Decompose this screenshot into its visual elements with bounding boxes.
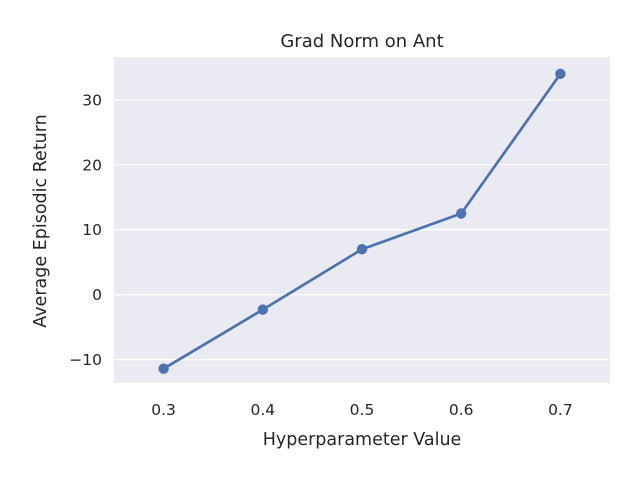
data-point [356, 244, 368, 255]
x-tick-label: 0.7 [548, 401, 573, 419]
y-tick-label: 30 [82, 91, 102, 109]
data-point [456, 208, 467, 219]
chart-title: Grad Norm on Ant [280, 31, 443, 52]
series-layer [158, 68, 566, 374]
y-axis-label: Average Episodic Return [31, 114, 51, 328]
data-point [555, 68, 566, 80]
x-tick-label: 0.4 [250, 401, 275, 419]
y-tick-label: 10 [82, 221, 102, 239]
x-tick-label: 0.5 [350, 401, 375, 419]
data-point [257, 304, 268, 315]
grid-lines [114, 99, 610, 361]
x-tick-label: 0.3 [151, 401, 176, 419]
x-tick-label: 0.6 [449, 401, 474, 419]
plot-area [114, 57, 610, 383]
x-axis-label: Hyperparameter Value [263, 430, 462, 450]
y-tick-label: 0 [92, 286, 102, 304]
y-tick-label: 20 [82, 156, 102, 174]
data-point [158, 363, 169, 374]
y-tick-labels: −10 0 10 20 30 [69, 91, 102, 369]
y-tick-label: −10 [69, 351, 102, 369]
x-tick-labels: 0.3 0.4 0.5 0.6 0.7 [151, 401, 572, 419]
